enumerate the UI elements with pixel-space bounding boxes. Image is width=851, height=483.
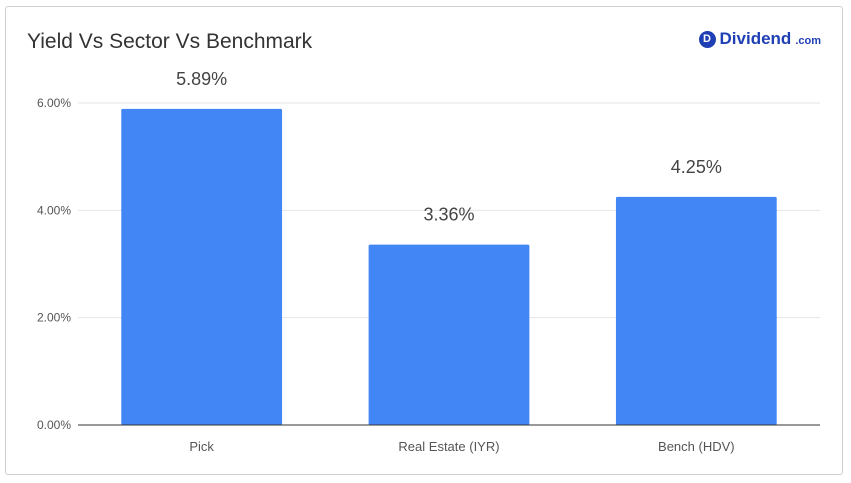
bar — [368, 244, 530, 425]
x-category-label: Real Estate (IYR) — [398, 439, 499, 454]
y-tick-label: 4.00% — [37, 203, 71, 217]
bar-value-label: 3.36% — [423, 205, 474, 225]
brand-name: Dividend — [719, 29, 792, 48]
bar — [121, 108, 283, 426]
chart-title: Yield Vs Sector Vs Benchmark — [27, 30, 313, 53]
y-axis-ticks: 0.00% 2.00% 4.00% 6.00% — [37, 96, 71, 432]
bar-value-label: 4.25% — [671, 157, 722, 177]
bar — [615, 196, 777, 425]
bar-value-label: 5.89% — [176, 69, 227, 89]
data-labels: 5.89% 3.36% 4.25% — [176, 69, 722, 225]
y-tick-label: 6.00% — [37, 96, 71, 110]
x-category-label: Pick — [189, 439, 214, 454]
y-tick-label: 0.00% — [37, 418, 71, 432]
y-tick-label: 2.00% — [37, 311, 71, 325]
dividend-logo[interactable]: D Dividend .com — [698, 29, 821, 49]
category-labels: Pick Real Estate (IYR) Bench (HDV) — [189, 439, 734, 454]
bars — [121, 108, 777, 426]
brand-tld: .com — [795, 35, 821, 47]
x-category-label: Bench (HDV) — [658, 439, 735, 454]
dividend-logo-icon: D — [698, 30, 716, 48]
